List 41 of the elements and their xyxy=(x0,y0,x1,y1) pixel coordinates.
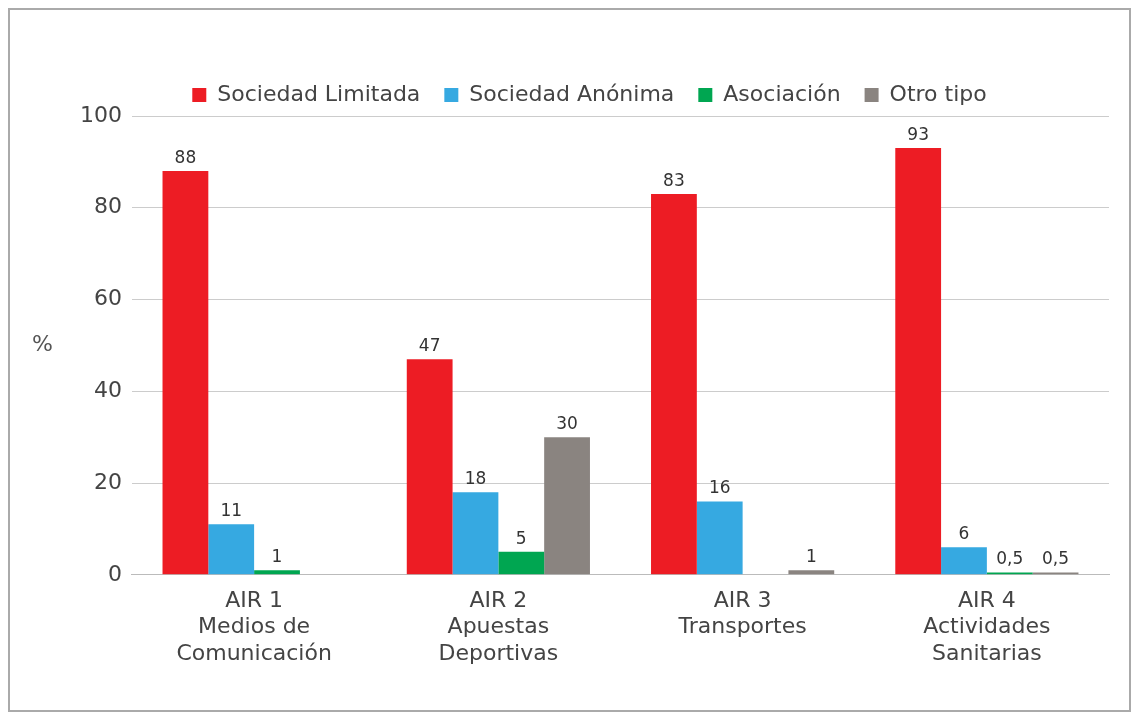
data-label: 83 xyxy=(663,169,685,190)
bar xyxy=(162,171,209,575)
y-tick-label: 40 xyxy=(93,377,122,402)
y-tick-label: 80 xyxy=(93,193,122,219)
legend-label: Sociedad Limitada xyxy=(217,80,421,106)
data-label: 0,5 xyxy=(996,548,1024,569)
bar xyxy=(788,570,835,575)
data-label: 5 xyxy=(515,527,527,548)
data-label: 16 xyxy=(708,477,731,498)
data-label: 88 xyxy=(174,146,197,167)
legend-label: Otro tipo xyxy=(889,80,987,106)
data-label: 0,5 xyxy=(1042,548,1070,569)
x-tick-label: AIR 4 Actividades Sanitarias xyxy=(923,586,1051,665)
data-label: 1 xyxy=(271,546,283,567)
data-label: 6 xyxy=(958,523,970,544)
bar xyxy=(895,148,942,575)
bar xyxy=(208,524,255,575)
legend-label: Asociación xyxy=(723,80,841,106)
data-label: 93 xyxy=(907,124,929,145)
y-tick-label: 100 xyxy=(79,101,122,127)
bar xyxy=(452,492,499,575)
data-label: 1 xyxy=(805,546,817,567)
bar xyxy=(254,570,300,575)
x-tick-label: AIR 1 Medios de Comunicación xyxy=(176,586,332,665)
x-tick-label: AIR 2 Apuestas Deportivas xyxy=(438,586,559,665)
bar xyxy=(696,501,743,575)
bar xyxy=(406,359,453,575)
y-axis-title: % xyxy=(32,331,53,357)
data-label: 30 xyxy=(556,413,578,434)
y-tick-label: 0 xyxy=(107,560,122,586)
data-label: 18 xyxy=(464,468,487,489)
y-tick-label: 20 xyxy=(93,468,122,494)
y-tick-label: 60 xyxy=(93,285,122,311)
bar xyxy=(498,551,545,575)
bar xyxy=(651,194,697,575)
bar xyxy=(544,437,590,575)
legend-label: Sociedad Anónima xyxy=(469,80,675,106)
bar xyxy=(941,547,987,575)
x-tick-label: AIR 3 Transportes xyxy=(677,586,807,639)
data-label: 11 xyxy=(220,500,243,521)
data-label: 47 xyxy=(418,335,441,356)
